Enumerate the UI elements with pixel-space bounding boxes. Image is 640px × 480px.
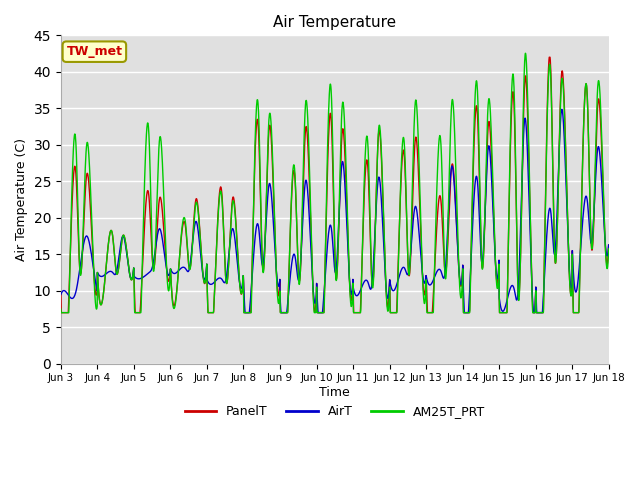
PanelT bbox=[545, 54, 553, 60]
AirT bbox=[363, 277, 371, 283]
PanelT bbox=[351, 310, 358, 315]
AM25T_PRT bbox=[58, 310, 65, 315]
AM25T_PRT bbox=[557, 96, 564, 101]
AM25T_PRT bbox=[605, 246, 612, 252]
AM25T_PRT bbox=[522, 50, 529, 56]
AM25T_PRT bbox=[351, 310, 358, 315]
AirT bbox=[494, 273, 502, 279]
PanelT bbox=[210, 304, 218, 310]
PanelT bbox=[494, 277, 502, 283]
PanelT bbox=[557, 89, 564, 95]
Line: PanelT: PanelT bbox=[61, 57, 609, 312]
AM25T_PRT bbox=[363, 134, 371, 140]
AirT bbox=[210, 280, 218, 286]
Legend: PanelT, AirT, AM25T_PRT: PanelT, AirT, AM25T_PRT bbox=[180, 400, 490, 423]
PanelT bbox=[58, 310, 65, 315]
AM25T_PRT bbox=[494, 282, 502, 288]
Line: AirT: AirT bbox=[61, 109, 609, 312]
Text: TW_met: TW_met bbox=[67, 45, 122, 58]
AirT bbox=[351, 290, 358, 296]
AM25T_PRT bbox=[572, 310, 580, 315]
Y-axis label: Air Temperature (C): Air Temperature (C) bbox=[15, 138, 28, 261]
AirT bbox=[57, 291, 65, 297]
AirT bbox=[557, 120, 564, 126]
PanelT bbox=[363, 157, 371, 163]
AirT bbox=[241, 310, 249, 315]
AirT bbox=[558, 107, 566, 112]
AM25T_PRT bbox=[210, 303, 218, 309]
AirT bbox=[605, 242, 612, 248]
PanelT bbox=[57, 291, 65, 297]
Title: Air Temperature: Air Temperature bbox=[273, 15, 396, 30]
AM25T_PRT bbox=[57, 306, 65, 312]
PanelT bbox=[572, 310, 580, 315]
AirT bbox=[572, 289, 580, 295]
X-axis label: Time: Time bbox=[319, 386, 350, 399]
Line: AM25T_PRT: AM25T_PRT bbox=[61, 53, 609, 312]
PanelT bbox=[605, 242, 612, 248]
